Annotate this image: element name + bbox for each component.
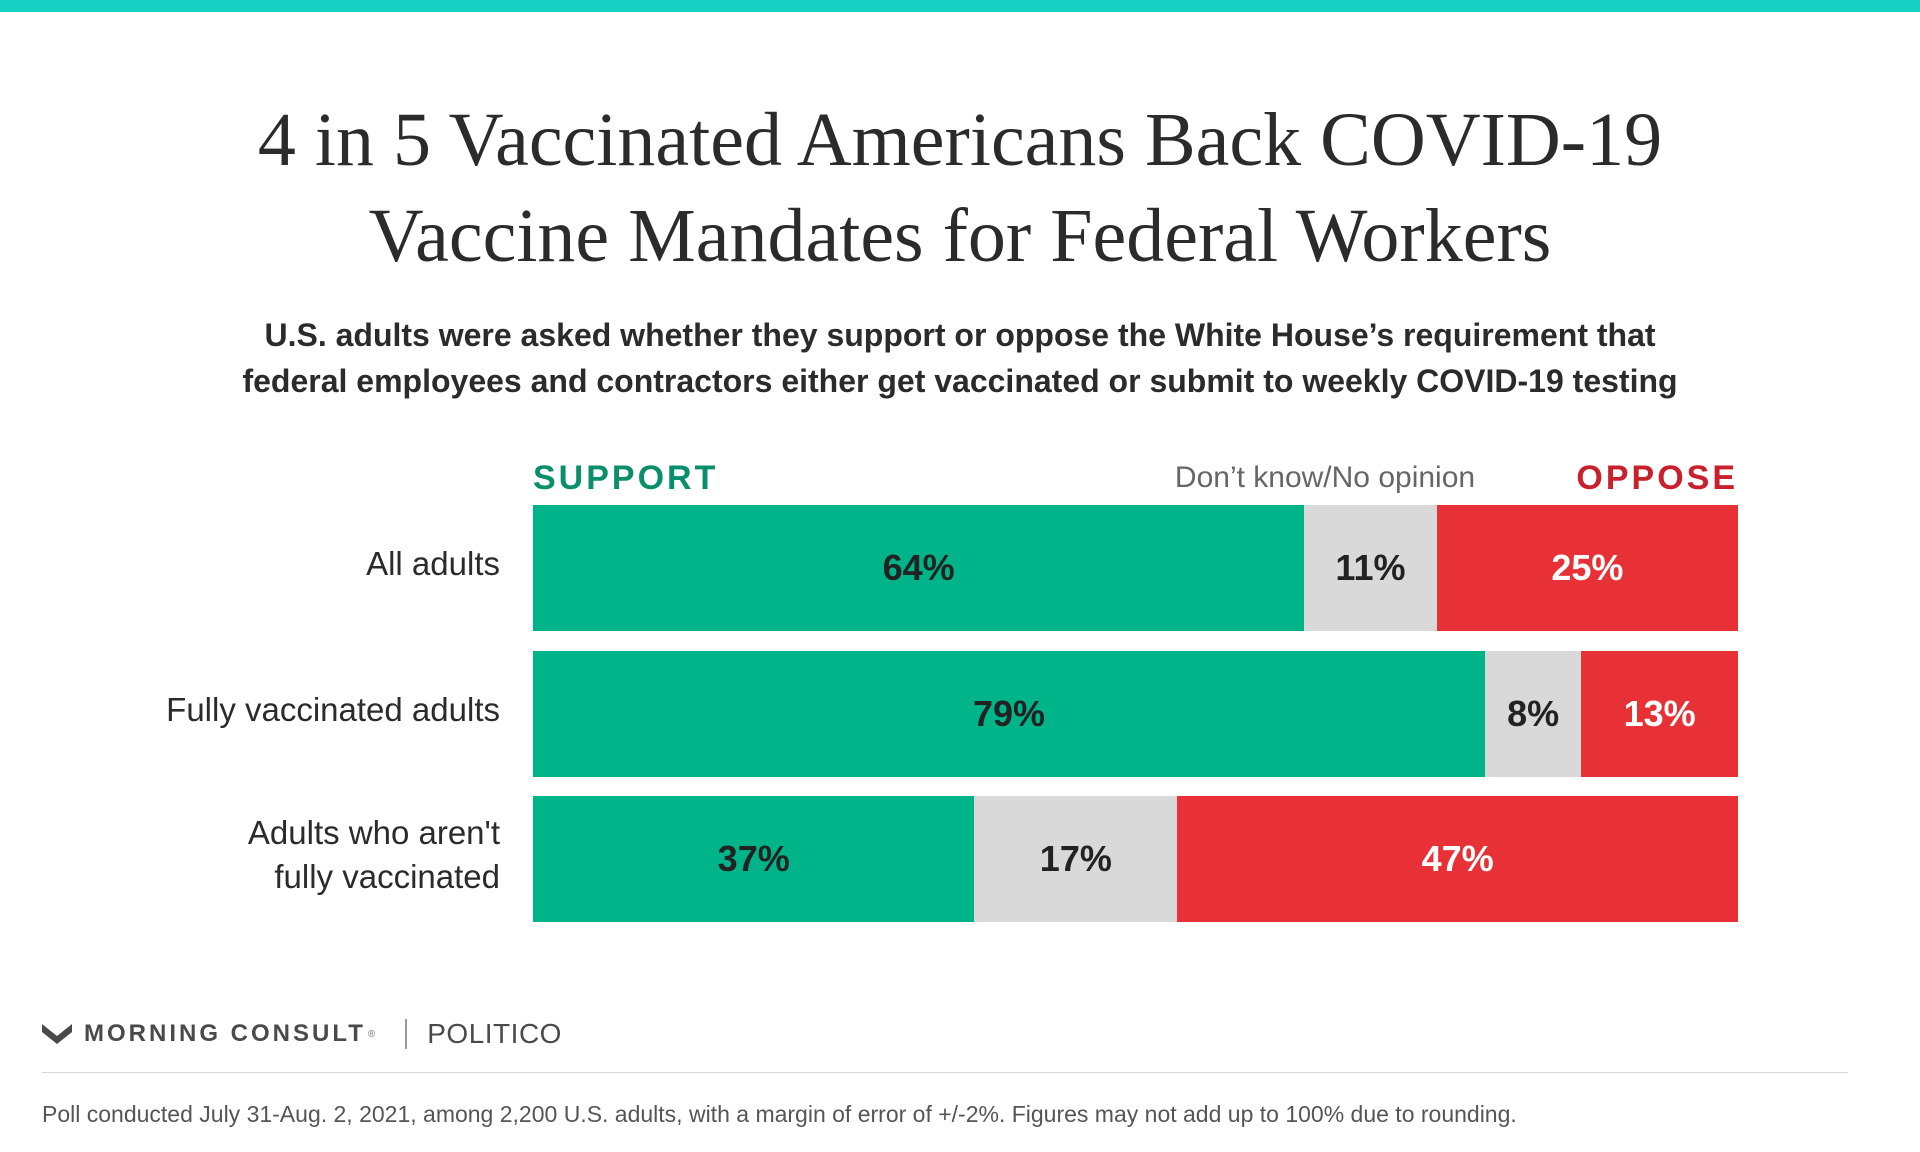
- data-label: 13%: [1623, 693, 1696, 734]
- data-label: 79%: [972, 693, 1045, 734]
- bar-segment-dont-know: 17%: [974, 796, 1178, 922]
- brand-morning-consult: MORNING CONSULT: [84, 1020, 366, 1047]
- bar-row: 37% 17% 47%: [533, 796, 1738, 922]
- legend-oppose: OPPOSE: [1576, 459, 1738, 497]
- row-label-line-1: Fully vaccinated adults: [166, 691, 500, 728]
- footnote: Poll conducted July 31-Aug. 2, 2021, amo…: [42, 1101, 1517, 1127]
- row-label-line-1: Adults who aren't: [247, 814, 500, 851]
- footer-divider: [42, 1072, 1848, 1073]
- row-label-line-1: All adults: [366, 545, 500, 582]
- bar-row: 79% 8% 13%: [533, 651, 1738, 777]
- bar-segment-oppose: 47%: [1177, 796, 1738, 922]
- bar-row: 64% 11% 25%: [533, 505, 1738, 631]
- data-label: 37%: [717, 838, 790, 879]
- chart-title-line-1: 4 in 5 Vaccinated Americans Back COVID-1…: [257, 98, 1663, 182]
- row-label: All adults: [100, 542, 500, 586]
- bar-segment-oppose: 13%: [1581, 651, 1738, 777]
- bar-segment-support: 64%: [533, 505, 1305, 631]
- data-label: 8%: [1507, 693, 1560, 734]
- top-accent-bar: [0, 0, 1920, 12]
- row-label-line-2: fully vaccinated: [274, 858, 500, 895]
- chart-title: 4 in 5 Vaccinated Americans Back COVID-1…: [160, 92, 1760, 284]
- bar-segment-dont-know: 8%: [1484, 651, 1582, 777]
- data-label: 47%: [1421, 838, 1494, 879]
- bar-segment-support: 37%: [533, 796, 975, 922]
- brand-footer: MORNING CONSULT ® POLITICO: [42, 1012, 562, 1056]
- legend-dont-know: Don’t know/No opinion: [1174, 461, 1476, 494]
- row-label: Adults who aren't fully vaccinated: [100, 811, 500, 899]
- chart-subtitle-line-1: U.S. adults were asked whether they supp…: [264, 317, 1656, 353]
- morning-consult-logo-icon: [42, 1024, 72, 1044]
- data-label: 17%: [1039, 838, 1112, 879]
- row-label: Fully vaccinated adults: [100, 688, 500, 732]
- chart-title-line-2: Vaccine Mandates for Federal Workers: [368, 194, 1552, 278]
- bar-segment-support: 79%: [533, 651, 1485, 777]
- bar-segment-oppose: 25%: [1436, 505, 1738, 631]
- brand-registered-mark: ®: [367, 1028, 376, 1040]
- chart-subtitle: U.S. adults were asked whether they supp…: [120, 312, 1800, 404]
- legend-support: SUPPORT: [533, 459, 719, 497]
- brand-separator: [405, 1019, 408, 1049]
- chart-subtitle-line-2: federal employees and contractors either…: [242, 363, 1678, 399]
- data-label: 11%: [1335, 547, 1406, 588]
- bar-segment-dont-know: 11%: [1304, 505, 1437, 631]
- brand-politico: POLITICO: [427, 1018, 562, 1049]
- data-label: 25%: [1551, 547, 1624, 588]
- data-label: 64%: [882, 547, 955, 588]
